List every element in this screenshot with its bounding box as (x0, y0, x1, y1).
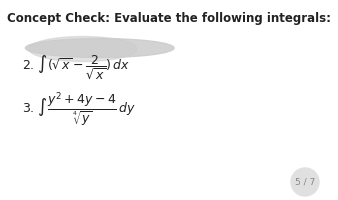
Text: 3. $\int\dfrac{y^2 + 4y - 4}{\sqrt[4]{y}}\, dy$: 3. $\int\dfrac{y^2 + 4y - 4}{\sqrt[4]{y}… (22, 91, 136, 129)
Circle shape (291, 168, 319, 196)
Text: Concept Check: Evaluate the following integrals:: Concept Check: Evaluate the following in… (7, 12, 331, 25)
Text: 2. $\int(\sqrt{x} - \dfrac{2}{\sqrt{x}})\, dx$: 2. $\int(\sqrt{x} - \dfrac{2}{\sqrt{x}})… (22, 54, 130, 82)
Ellipse shape (25, 38, 174, 58)
Text: 5 / 7: 5 / 7 (295, 178, 315, 186)
Ellipse shape (29, 36, 137, 62)
